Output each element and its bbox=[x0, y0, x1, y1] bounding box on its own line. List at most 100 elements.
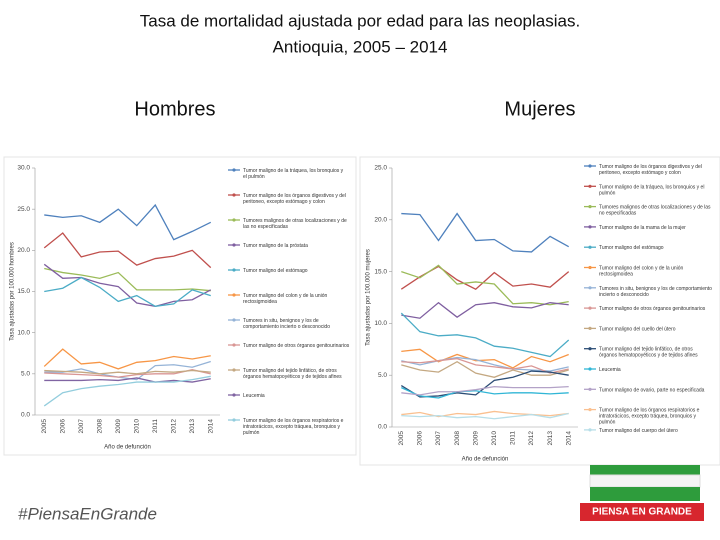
x-tick-label: 2005 bbox=[41, 419, 48, 434]
legend-marker bbox=[588, 408, 592, 412]
legend-marker bbox=[232, 343, 236, 347]
y-tick-label: 0.0 bbox=[21, 412, 30, 419]
series-line bbox=[401, 387, 569, 399]
flag-stripe bbox=[590, 487, 700, 501]
chart-panel bbox=[359, 156, 720, 466]
legend-label: Tumor maligno del colon y de la unión re… bbox=[599, 266, 685, 278]
slide-title: Antioquia, 2005 – 2014 bbox=[273, 37, 448, 56]
legend-marker bbox=[232, 193, 236, 197]
x-tick-label: 2005 bbox=[398, 431, 405, 446]
legend-label: Tumores malignos de otras localizaciones… bbox=[243, 218, 348, 230]
series-line bbox=[43, 263, 212, 307]
legend-marker bbox=[232, 368, 236, 372]
legend-marker bbox=[588, 265, 592, 270]
legend-marker bbox=[232, 268, 236, 272]
x-tick-label: 2009 bbox=[472, 431, 479, 446]
x-tick-label: 2006 bbox=[417, 431, 424, 446]
y-tick-label: 5.0 bbox=[378, 372, 387, 379]
x-tick-label: 2010 bbox=[491, 431, 498, 446]
series-line bbox=[400, 312, 570, 358]
legend-label: Tumor maligno de los órganos respiratori… bbox=[599, 408, 701, 426]
legend-marker bbox=[588, 306, 592, 310]
series-line bbox=[401, 412, 569, 420]
legend-label: Tumor maligno del tejido linfático, de o… bbox=[243, 368, 342, 380]
legend-marker bbox=[588, 286, 592, 290]
legend-label: Tumor maligno de otros órganos genitouri… bbox=[243, 343, 350, 349]
series-line bbox=[401, 212, 570, 253]
legend-label: Tumor maligno del estómago bbox=[243, 268, 308, 274]
x-tick-label: 2014 bbox=[565, 431, 572, 446]
legend-marker bbox=[232, 218, 236, 222]
y-tick-label: 15.0 bbox=[17, 288, 30, 295]
y-tick-label: 10.0 bbox=[17, 329, 30, 336]
legend-marker bbox=[232, 318, 236, 322]
y-tick-label: 15.0 bbox=[374, 268, 387, 275]
legend-label: Tumor maligno de la mama de la mujer bbox=[599, 225, 686, 231]
legend-label: Tumor maligno de los órganos digestivos … bbox=[599, 164, 703, 176]
slide-title: Tasa de mortalidad ajustada por edad par… bbox=[140, 11, 580, 30]
y-tick-label: 0.0 bbox=[378, 424, 387, 431]
legend-label: Tumor maligno del tejido linfático, de o… bbox=[599, 347, 698, 359]
legend-label: Tumores in situ, benignos y los de compo… bbox=[243, 318, 330, 330]
x-tick-label: 2007 bbox=[435, 431, 442, 446]
x-axis-label: Año de defunción bbox=[462, 457, 509, 463]
series-line bbox=[401, 264, 569, 306]
series-line bbox=[401, 348, 569, 369]
y-axis-label: Tasa ajustadas por 100.000 mujeres bbox=[366, 249, 372, 346]
series-line bbox=[401, 301, 569, 319]
y-tick-label: 30.0 bbox=[17, 165, 30, 172]
series-line bbox=[44, 276, 211, 307]
legend-marker bbox=[232, 418, 236, 422]
legend-label: Tumor maligno de ovario, parte no especi… bbox=[599, 387, 705, 393]
legend-marker bbox=[588, 347, 592, 351]
y-tick-label: 20.0 bbox=[17, 247, 30, 254]
y-tick-label: 20.0 bbox=[374, 217, 387, 224]
series-line bbox=[401, 410, 569, 418]
legend-label: Tumor maligno de los órganos respiratori… bbox=[243, 418, 345, 436]
chart-title: Hombres bbox=[134, 98, 215, 120]
y-tick-label: 5.0 bbox=[21, 371, 30, 378]
logo: PIENSA EN GRANDE bbox=[580, 465, 704, 521]
x-tick-label: 2013 bbox=[189, 419, 196, 434]
y-tick-label: 25.0 bbox=[17, 206, 30, 213]
legend-marker bbox=[588, 164, 592, 168]
series-line bbox=[44, 369, 211, 375]
chart-title: Mujeres bbox=[504, 98, 575, 120]
legend-label: Leucemia bbox=[599, 367, 621, 373]
legend-marker bbox=[588, 387, 592, 391]
series-line bbox=[401, 360, 569, 378]
legend-marker bbox=[232, 393, 236, 397]
legend-label: Leucemia bbox=[243, 393, 265, 399]
x-tick-label: 2012 bbox=[528, 431, 535, 446]
flag-stripe bbox=[589, 474, 701, 488]
x-axis-label: Año de defunción bbox=[104, 445, 151, 451]
legend-label: Tumor maligno de otros órganos genitouri… bbox=[599, 306, 706, 312]
hashtag: #PiensaEn​Grande bbox=[18, 504, 157, 523]
legend-label: Tumor maligno del estómago bbox=[599, 245, 664, 251]
x-tick-label: 2006 bbox=[59, 419, 66, 434]
series-line bbox=[43, 348, 211, 370]
legend-marker bbox=[232, 243, 236, 247]
logo-text: PIENSA EN GRANDE bbox=[592, 507, 692, 518]
chart-panel bbox=[3, 156, 357, 456]
series-line bbox=[401, 356, 569, 372]
series-line bbox=[44, 267, 211, 292]
legend-marker bbox=[588, 326, 592, 330]
legend-label: Tumor maligno del cuello del útero bbox=[599, 326, 676, 332]
legend-label: Tumor maligno de la tráquea, los bronqui… bbox=[243, 168, 345, 180]
series-line bbox=[401, 385, 569, 396]
legend-label: Tumor maligno de la próstata bbox=[243, 243, 308, 249]
x-tick-label: 2010 bbox=[133, 419, 140, 434]
x-tick-label: 2012 bbox=[170, 419, 177, 434]
legend-label: Tumores malignos de otras localizaciones… bbox=[599, 205, 712, 217]
legend-label: Tumor maligno de la tráquea, los bronqui… bbox=[599, 184, 706, 196]
logo-box bbox=[580, 503, 704, 521]
legend-label: Tumor maligno del colon y de la unión re… bbox=[243, 293, 329, 305]
x-tick-label: 2008 bbox=[96, 419, 103, 434]
legend-marker bbox=[588, 205, 592, 209]
x-tick-label: 2011 bbox=[510, 431, 517, 445]
legend-marker bbox=[588, 225, 592, 229]
legend-label: Tumor maligno de los órganos digestivos … bbox=[243, 193, 347, 205]
